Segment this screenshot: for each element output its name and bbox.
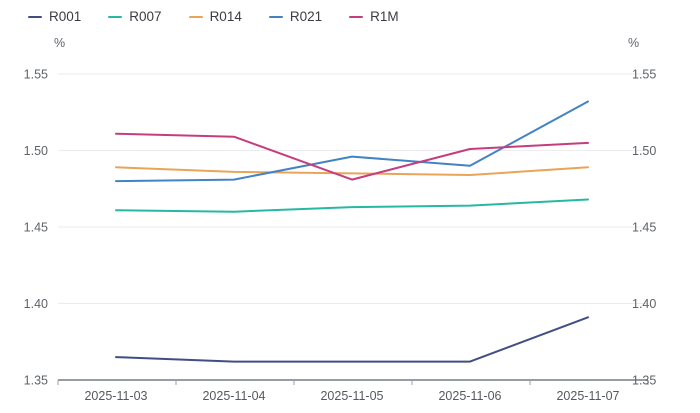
y-tick-label: 1.40 bbox=[632, 297, 656, 311]
legend-item-r014[interactable]: R014 bbox=[188, 9, 242, 24]
legend-line-swatch bbox=[28, 15, 42, 18]
series-line-r1m[interactable] bbox=[115, 132, 589, 181]
legend-item-r021[interactable]: R021 bbox=[268, 9, 323, 24]
y-tick-label: 1.40 bbox=[24, 297, 48, 311]
y-axis-unit-right: % bbox=[628, 36, 640, 50]
x-axis-ticks bbox=[57, 380, 649, 385]
legend-label: R014 bbox=[209, 9, 242, 24]
legend-line-swatch bbox=[349, 15, 364, 18]
legend-line-swatch bbox=[188, 15, 203, 18]
x-tick-label: 2025-11-06 bbox=[438, 389, 501, 403]
series-lines bbox=[115, 100, 589, 363]
y-axis-labels-right: 1.55 1.50 1.45 1.40 1.35 bbox=[632, 68, 656, 388]
y-axis-labels-left: 1.55 1.50 1.45 1.40 1.35 bbox=[24, 68, 48, 388]
y-axis-unit-left: % bbox=[54, 36, 66, 50]
legend-item-r1m[interactable]: R1M bbox=[349, 10, 399, 24]
legend-item-r007[interactable]: R007 bbox=[108, 9, 162, 24]
y-tick-label: 1.55 bbox=[632, 68, 656, 82]
series-line-r007[interactable] bbox=[115, 198, 589, 213]
legend-label: R021 bbox=[289, 9, 323, 24]
y-tick-label: 1.45 bbox=[632, 221, 656, 235]
x-axis-labels: 2025-11-03 2025-11-04 2025-11-05 2025-11… bbox=[84, 389, 619, 403]
series-line-r001[interactable] bbox=[115, 316, 589, 363]
legend-label: R1M bbox=[370, 9, 399, 24]
legend-label: R001 bbox=[49, 9, 82, 24]
legend-line-swatch bbox=[108, 15, 123, 18]
legend-label: R007 bbox=[129, 9, 162, 24]
gridlines bbox=[58, 73, 648, 304]
series-line-r014[interactable] bbox=[115, 166, 589, 176]
y-tick-label: 1.50 bbox=[632, 144, 656, 158]
y-tick-label: 1.45 bbox=[24, 221, 48, 235]
x-tick-label: 2025-11-03 bbox=[84, 389, 147, 403]
series-line-r021[interactable] bbox=[115, 100, 589, 183]
x-tick-label: 2025-11-07 bbox=[556, 389, 619, 403]
y-tick-label: 1.35 bbox=[24, 374, 48, 388]
y-tick-label: 1.55 bbox=[24, 68, 48, 82]
y-tick-label: 1.35 bbox=[632, 374, 656, 388]
legend-line-swatch bbox=[268, 15, 283, 18]
chart-legend: R001 R007 R014 R021 R1M bbox=[28, 10, 399, 24]
x-tick-label: 2025-11-05 bbox=[320, 389, 383, 403]
y-tick-label: 1.50 bbox=[24, 144, 48, 158]
legend-item-r001[interactable]: R001 bbox=[28, 10, 81, 24]
x-tick-label: 2025-11-04 bbox=[202, 389, 265, 403]
